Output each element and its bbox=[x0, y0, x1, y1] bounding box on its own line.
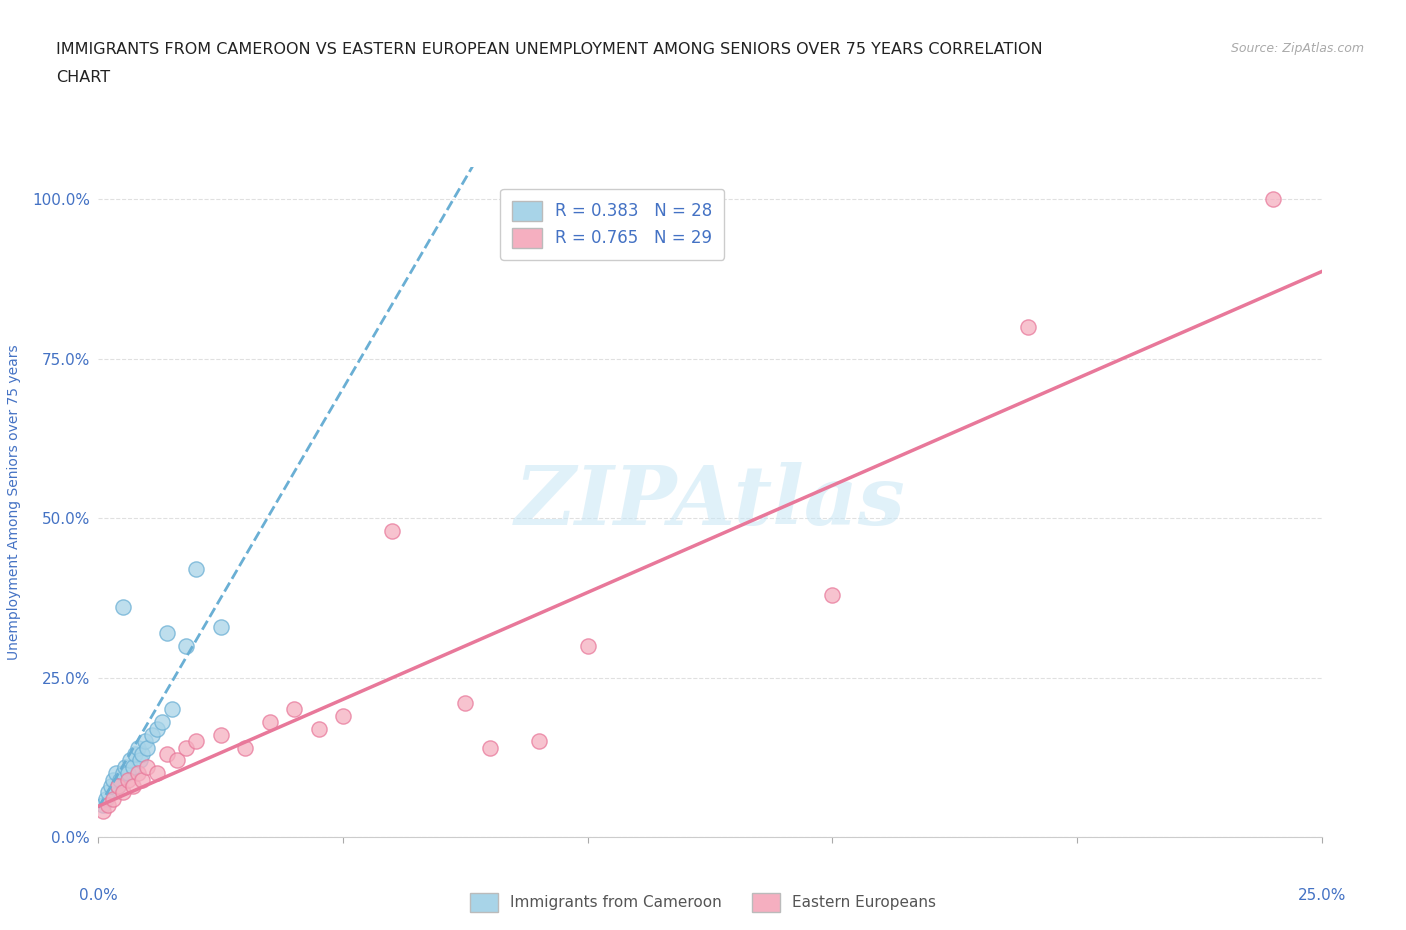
Point bbox=[136, 760, 159, 775]
Point bbox=[104, 765, 127, 780]
Point bbox=[821, 587, 844, 602]
Point bbox=[111, 600, 134, 615]
Text: CHART: CHART bbox=[56, 70, 110, 85]
Point bbox=[127, 765, 149, 780]
Point bbox=[136, 740, 159, 755]
Point bbox=[129, 753, 152, 768]
Point bbox=[176, 740, 198, 755]
Point bbox=[131, 772, 153, 787]
Point bbox=[1261, 192, 1284, 206]
Point bbox=[134, 734, 156, 749]
Point bbox=[332, 709, 354, 724]
Point bbox=[97, 798, 120, 813]
Point bbox=[381, 524, 404, 538]
Point bbox=[111, 765, 134, 780]
Point bbox=[101, 791, 124, 806]
Point bbox=[146, 765, 169, 780]
Point bbox=[308, 721, 330, 736]
Point bbox=[111, 785, 134, 800]
Text: IMMIGRANTS FROM CAMEROON VS EASTERN EUROPEAN UNEMPLOYMENT AMONG SENIORS OVER 75 : IMMIGRANTS FROM CAMEROON VS EASTERN EURO… bbox=[56, 42, 1043, 57]
Point bbox=[478, 740, 501, 755]
Point bbox=[107, 778, 129, 793]
Point bbox=[131, 747, 153, 762]
Point bbox=[91, 798, 114, 813]
Y-axis label: Unemployment Among Seniors over 75 years: Unemployment Among Seniors over 75 years bbox=[7, 344, 21, 660]
Point bbox=[101, 772, 124, 787]
Text: 0.0%: 0.0% bbox=[79, 888, 118, 903]
Point bbox=[209, 727, 232, 742]
Point bbox=[120, 753, 142, 768]
Point bbox=[156, 626, 179, 641]
Point bbox=[233, 740, 256, 755]
Point bbox=[141, 727, 163, 742]
Point bbox=[121, 760, 143, 775]
Point bbox=[259, 715, 281, 730]
Point bbox=[1017, 319, 1039, 334]
Legend: Immigrants from Cameroon, Eastern Europeans: Immigrants from Cameroon, Eastern Europe… bbox=[464, 887, 942, 918]
Point bbox=[160, 702, 183, 717]
Point bbox=[91, 804, 114, 819]
Point bbox=[107, 778, 129, 793]
Point bbox=[576, 638, 599, 653]
Point bbox=[454, 696, 477, 711]
Point bbox=[186, 734, 208, 749]
Point bbox=[127, 740, 149, 755]
Point bbox=[124, 747, 146, 762]
Point bbox=[166, 753, 188, 768]
Point bbox=[176, 638, 198, 653]
Point bbox=[283, 702, 305, 717]
Point bbox=[121, 778, 143, 793]
Legend: R = 0.383   N = 28, R = 0.765   N = 29: R = 0.383 N = 28, R = 0.765 N = 29 bbox=[501, 189, 724, 259]
Point bbox=[150, 715, 173, 730]
Text: Source: ZipAtlas.com: Source: ZipAtlas.com bbox=[1230, 42, 1364, 55]
Text: ZIPAtlas: ZIPAtlas bbox=[515, 462, 905, 542]
Point bbox=[97, 785, 120, 800]
Point bbox=[110, 772, 132, 787]
Point bbox=[117, 765, 139, 780]
Point bbox=[527, 734, 550, 749]
Point bbox=[100, 778, 122, 793]
Point bbox=[209, 619, 232, 634]
Point bbox=[114, 760, 136, 775]
Point bbox=[156, 747, 179, 762]
Point bbox=[186, 562, 208, 577]
Text: 25.0%: 25.0% bbox=[1298, 888, 1346, 903]
Point bbox=[117, 772, 139, 787]
Point bbox=[146, 721, 169, 736]
Point bbox=[94, 791, 117, 806]
